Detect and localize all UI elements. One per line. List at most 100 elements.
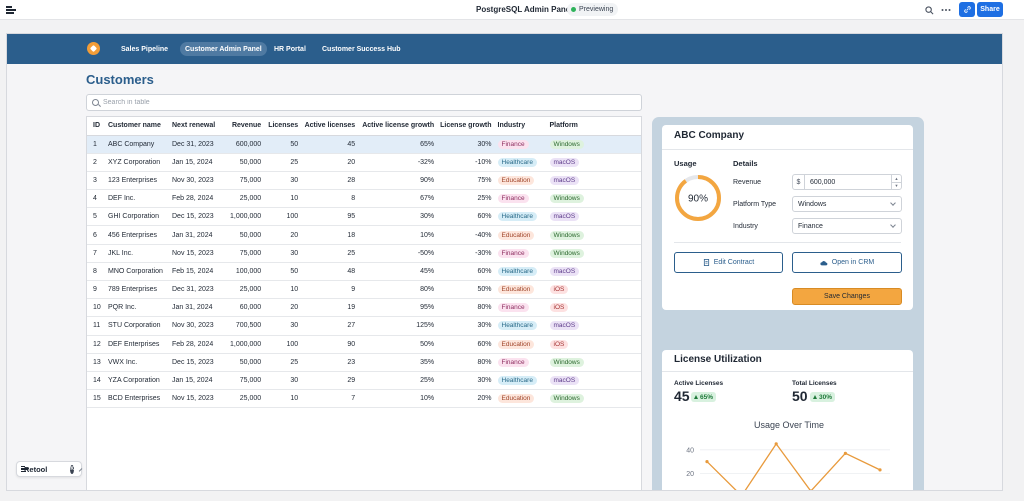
column-header-next-renewal[interactable]: Next renewal <box>169 117 227 136</box>
table-cell: 45% <box>358 262 438 282</box>
platform-tag: macOS <box>549 376 580 386</box>
table-search[interactable] <box>86 94 642 111</box>
retool-badge[interactable]: Retool K <box>16 461 83 477</box>
app-logo-icon[interactable] <box>87 42 100 55</box>
customer-detail-panel: ABC Company Usage 90% Details Revenue $ … <box>652 117 924 492</box>
table-cell: 25 <box>264 353 302 372</box>
column-header-active-licenses[interactable]: Active licenses <box>301 117 359 136</box>
table-row[interactable]: 15 BCD Enterprises Nov 15, 2023 25,000 10 7 10… <box>87 389 641 409</box>
stepper-down-icon[interactable]: ▼ <box>892 181 901 190</box>
search-icon[interactable] <box>922 3 936 17</box>
table-cell: 5 <box>87 207 105 227</box>
table-row[interactable]: 14 YZA Corporation Jan 15, 2024 75,000 30 29 2… <box>87 371 641 391</box>
column-header-revenue[interactable]: Revenue <box>227 117 265 136</box>
chart-point[interactable] <box>809 489 812 492</box>
table-cell: 20 <box>264 298 302 318</box>
table-row[interactable]: 4 DEF Inc. Feb 28, 2024 25,000 10 8 67% 25% Fina… <box>87 189 641 209</box>
platform-tag: Windows <box>549 357 584 367</box>
revenue-value[interactable]: 600,000 <box>810 178 836 186</box>
table-row[interactable]: 12 DEF Enterprises Feb 28, 2024 1,000,000 10… <box>87 335 641 354</box>
customers-table[interactable]: ID Customer name Next renewal Revenue Li… <box>86 116 642 490</box>
platform-tag: Windows <box>549 139 584 149</box>
table-row[interactable]: 10 PQR Inc. Jan 31, 2024 60,000 20 19 95% 80% Fi… <box>87 298 641 318</box>
cloud-icon <box>820 260 828 265</box>
usage-gauge: 90% <box>675 175 721 221</box>
table-row[interactable]: 8 MNO Corporation Feb 15, 2024 100,000 50 48 4… <box>87 262 641 282</box>
chevron-up-icon[interactable] <box>78 468 83 472</box>
table-cell: DEF Enterprises <box>105 335 169 354</box>
trend-up-icon <box>813 395 817 399</box>
table-cell: DEF Inc. <box>105 189 169 209</box>
nav-item-customer-admin-panel[interactable]: Customer Admin Panel <box>180 42 267 56</box>
industry-cell: Healthcare <box>494 371 547 391</box>
column-header-id[interactable]: ID <box>87 117 105 136</box>
platform-cell: iOS <box>546 335 641 354</box>
column-header-platform[interactable]: Platform <box>546 117 641 136</box>
open-in-crm-button[interactable]: Open in CRM <box>792 252 902 273</box>
retool-logo-icon[interactable] <box>6 5 16 15</box>
revenue-input[interactable]: $ 600,000 ▲ ▼ <box>792 174 902 190</box>
table-cell: 700,500 <box>227 316 265 336</box>
industry-cell: Finance <box>494 189 547 209</box>
table-search-input[interactable] <box>103 99 623 106</box>
table-cell: 60,000 <box>227 298 265 318</box>
platform-cell: iOS <box>546 280 641 300</box>
industry-tag: Education <box>497 394 535 404</box>
nav-item-sales-pipeline[interactable]: Sales Pipeline <box>121 45 169 53</box>
copy-link-button[interactable] <box>959 2 975 17</box>
industry-cell: Healthcare <box>494 153 547 172</box>
table-row[interactable]: 13 VWX Inc. Dec 15, 2023 50,000 25 23 35% 80% Fi… <box>87 353 641 372</box>
platform-cell: Windows <box>546 135 641 154</box>
table-row[interactable]: 11 STU Corporation Nov 30, 2023 700,500 30 27… <box>87 316 641 336</box>
more-horizontal-icon[interactable] <box>939 3 953 17</box>
table-row[interactable]: 7 JKL Inc. Nov 15, 2023 75,000 30 25 -50% -30% F… <box>87 244 641 263</box>
chart-point[interactable] <box>843 451 847 455</box>
table-row[interactable]: 1 ABC Company Dec 31, 2023 600,000 50 45 65% 30… <box>87 135 641 154</box>
table-cell: 60% <box>437 207 495 227</box>
nav-item-hr-portal[interactable]: HR Portal <box>274 45 306 53</box>
column-header-license-growth[interactable]: License growth <box>437 117 495 136</box>
industry-cell: Healthcare <box>494 316 547 336</box>
edit-contract-button[interactable]: Edit Contract <box>674 252 783 273</box>
platform-tag: Windows <box>549 194 584 204</box>
table-row[interactable]: 3 123 Enterprises Nov 30, 2023 75,000 30 28 90… <box>87 171 641 191</box>
preview-status-badge: Previewing <box>567 3 619 16</box>
table-row[interactable]: 6 456 Enterprises Jan 31, 2024 50,000 20 18 10… <box>87 225 641 245</box>
table-cell: 25 <box>264 153 302 172</box>
table-cell: 50 <box>264 135 302 154</box>
platform-type-select[interactable]: Windows <box>792 196 902 212</box>
table-row[interactable]: 5 GHI Corporation Dec 15, 2023 1,000,000 100… <box>87 207 641 227</box>
share-button[interactable]: Share <box>977 2 1003 17</box>
table-cell: PQR Inc. <box>105 298 169 318</box>
revenue-stepper[interactable]: ▲ ▼ <box>891 175 901 189</box>
industry-select[interactable]: Finance <box>792 218 902 234</box>
table-cell: 45 <box>301 135 359 154</box>
column-header-industry[interactable]: Industry <box>494 117 547 136</box>
column-header-licenses[interactable]: Licenses <box>264 117 302 136</box>
chart-point[interactable] <box>774 442 778 446</box>
revenue-label: Revenue <box>733 179 762 186</box>
column-header-active-license-growth[interactable]: Active license growth <box>358 117 438 136</box>
save-changes-button[interactable]: Save Changes <box>792 288 902 305</box>
table-cell: Nov 30, 2023 <box>169 171 227 191</box>
industry-cell: Education <box>494 335 547 354</box>
top-bar: PostgreSQL Admin Panel Previewing Share <box>0 0 1024 20</box>
chart-point[interactable] <box>878 468 882 472</box>
table-cell: 25 <box>301 244 359 263</box>
stepper-up-icon[interactable]: ▲ <box>894 175 899 181</box>
card-divider <box>674 242 901 243</box>
industry-cell: Education <box>494 389 547 409</box>
nav-item-customer-success-hub[interactable]: Customer Success Hub <box>322 45 401 53</box>
chart-point[interactable] <box>705 460 709 464</box>
table-cell: 50,000 <box>227 153 265 172</box>
table-cell: 13 <box>87 353 105 372</box>
industry-cell: Education <box>494 280 547 300</box>
table-row[interactable]: 9 789 Enterprises Dec 31, 2023 25,000 10 9 80%… <box>87 280 641 300</box>
table-cell: -32% <box>358 153 438 172</box>
table-cell: 75,000 <box>227 244 265 263</box>
industry-tag: Healthcare <box>497 266 537 276</box>
active-licenses-label: Active Licenses <box>674 380 724 387</box>
platform-cell: macOS <box>546 153 641 172</box>
table-row[interactable]: 2 XYZ Corporation Jan 15, 2024 50,000 25 20 -3… <box>87 153 641 172</box>
column-header-customer-name[interactable]: Customer name <box>105 117 169 136</box>
